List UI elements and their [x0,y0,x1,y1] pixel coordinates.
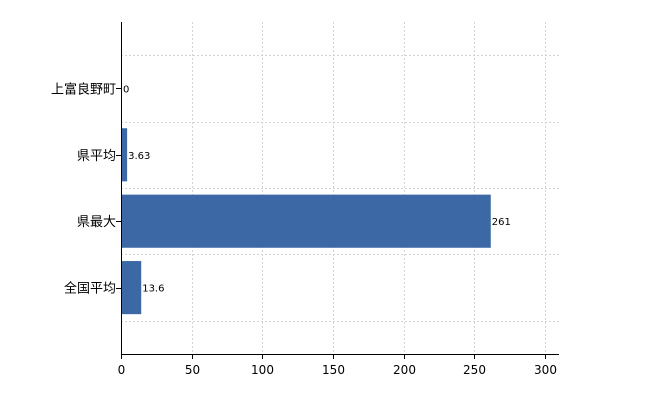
x-tick-label: 0 [118,363,126,377]
data-label: 0 [123,84,129,95]
category-label: 全国平均 [64,281,116,297]
ticks [116,88,546,359]
data-label: 13.6 [142,284,164,295]
category-label: 県最大 [77,215,116,230]
x-tick-label: 300 [534,363,557,377]
labels: 0 50 100 150 200 250 300 上富良野町 0 県平均 3.63 県最大 261 全国平… [51,81,557,377]
axes [121,22,559,355]
bar [122,128,128,182]
bar [122,194,491,248]
category-label: 県平均 [77,149,116,164]
category-label: 上富良野町 [51,81,116,97]
x-tick-label: 200 [393,363,416,377]
x-tick-label: 100 [251,363,274,377]
data-label: 3.63 [128,151,150,162]
bar [122,261,142,315]
x-tick-label: 250 [463,363,486,377]
bars [122,128,491,315]
x-tick-label: 150 [322,363,345,377]
x-tick-label: 50 [185,363,200,377]
data-label: 261 [492,217,511,228]
grid [121,22,559,354]
